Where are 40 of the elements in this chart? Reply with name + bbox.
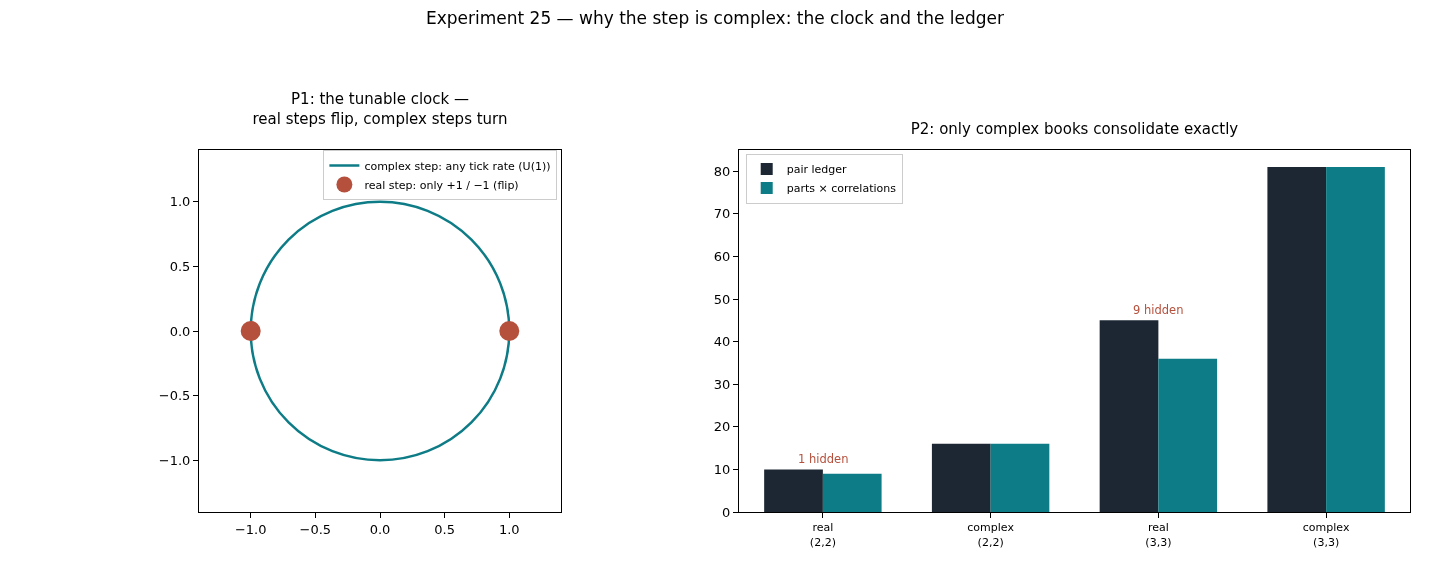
x-tick-label: 0.5 — [434, 521, 455, 537]
legend-label: parts × correlations — [786, 182, 897, 196]
y-tick-label: 30 — [713, 376, 731, 392]
x-tick-label: 1.0 — [498, 521, 520, 537]
legend-label: real step: only +1 / −1 (flip) — [364, 178, 519, 192]
y-tick-label: 1.0 — [169, 194, 191, 210]
x-tick-label: real (3,3) — [1145, 521, 1172, 549]
y-tick-label: 60 — [713, 249, 731, 265]
y-tick-label: 0.0 — [169, 323, 191, 339]
y-tick-label: 80 — [713, 163, 731, 179]
bar — [1158, 358, 1218, 512]
y-tick-label: 0.5 — [169, 258, 191, 274]
bar — [1099, 320, 1159, 512]
y-tick-label: 50 — [713, 291, 731, 307]
y-tick-label: −0.5 — [158, 388, 191, 404]
legend-label: pair ledger — [786, 163, 848, 177]
bar — [931, 443, 991, 512]
x-tick-label: −1.0 — [234, 521, 267, 537]
bar — [764, 469, 823, 512]
chart-title: P2: only complex books consolidate exactly — [910, 119, 1239, 138]
bar — [822, 473, 882, 512]
x-tick-label: complex (3,3) — [1302, 521, 1350, 549]
x-tick-label: 0.0 — [369, 521, 391, 537]
bar — [1267, 167, 1327, 512]
x-tick-label: −0.5 — [299, 521, 332, 537]
annotation: 1 hidden — [798, 452, 849, 466]
bar — [1326, 167, 1385, 512]
y-tick-label: −1.0 — [158, 452, 191, 468]
y-tick-label: 40 — [713, 334, 731, 350]
x-tick-label: complex (2,2) — [967, 521, 1015, 549]
chart-title: P1: the tunable clock — real steps flip, complex steps turn — [252, 90, 508, 128]
x-tick-label: real (2,2) — [809, 521, 836, 549]
bar — [990, 443, 1050, 512]
y-tick-label: 70 — [713, 206, 731, 222]
y-tick-label: 0 — [722, 504, 731, 520]
legend-label: complex step: any tick rate (U(1)) — [364, 159, 551, 173]
y-tick-label: 10 — [713, 461, 731, 477]
text: Experiment 25 — why the step is complex: the clock and the ledger — [424, 8, 1006, 28]
annotation: 9 hidden — [1133, 303, 1184, 317]
y-tick-label: 20 — [713, 419, 731, 435]
